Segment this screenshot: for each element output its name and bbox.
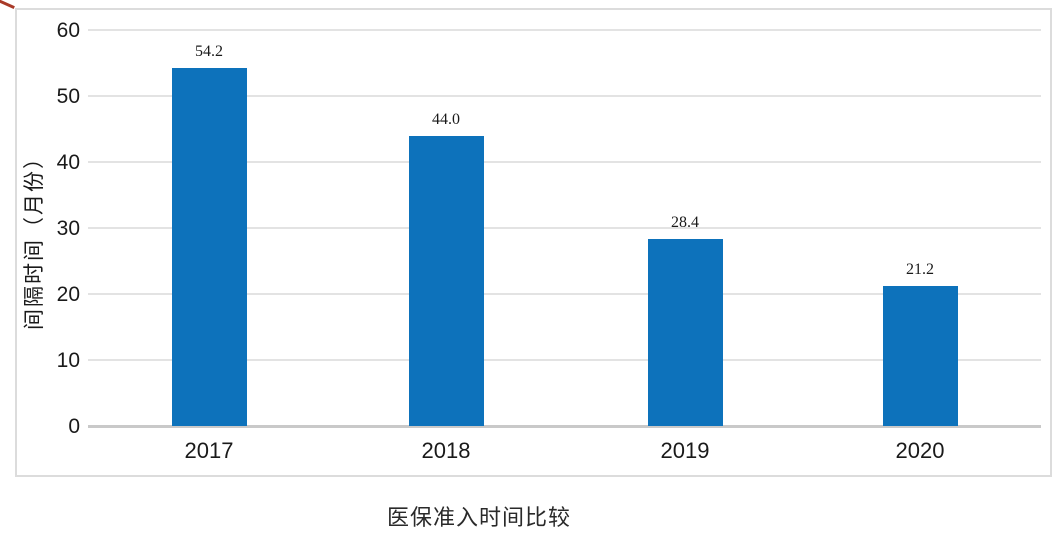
x-tick-label-2019: 2019 (660, 438, 710, 463)
gridline-60 (88, 29, 1041, 31)
gridline-10 (88, 359, 1041, 361)
gridline-40 (88, 161, 1041, 163)
y-tick-label-20: 20 (56, 283, 80, 306)
gridline-30 (88, 227, 1041, 229)
bar-2019 (647, 238, 723, 426)
chart-frame (15, 8, 1052, 477)
y-tick-label-30: 30 (56, 217, 80, 240)
bar-2017 (171, 68, 247, 426)
x-tick-label-2020: 2020 (895, 438, 945, 463)
y-tick-label-60: 60 (56, 19, 80, 42)
bar-2020 (882, 286, 958, 426)
bar-value-label-2019: 28.4 (671, 213, 699, 231)
y-tick-label-40: 40 (56, 151, 80, 174)
bar-value-label-2020: 21.2 (906, 261, 934, 279)
bar-value-label-2018: 44.0 (432, 110, 460, 128)
x-tick-label-2017: 2017 (184, 438, 234, 463)
x-axis-line (88, 425, 1041, 428)
bar-2018 (408, 135, 484, 426)
bar-value-label-2017: 54.2 (195, 43, 223, 61)
gridline-50 (88, 95, 1041, 97)
chart-title: 医保准入时间比较 (386, 505, 572, 530)
y-tick-label-0: 0 (68, 415, 80, 438)
y-tick-label-50: 50 (56, 85, 80, 108)
gridline-20 (88, 293, 1041, 295)
y-tick-label-10: 10 (56, 349, 80, 372)
red-corner-mark (0, 0, 15, 10)
x-tick-label-2018: 2018 (421, 438, 471, 463)
